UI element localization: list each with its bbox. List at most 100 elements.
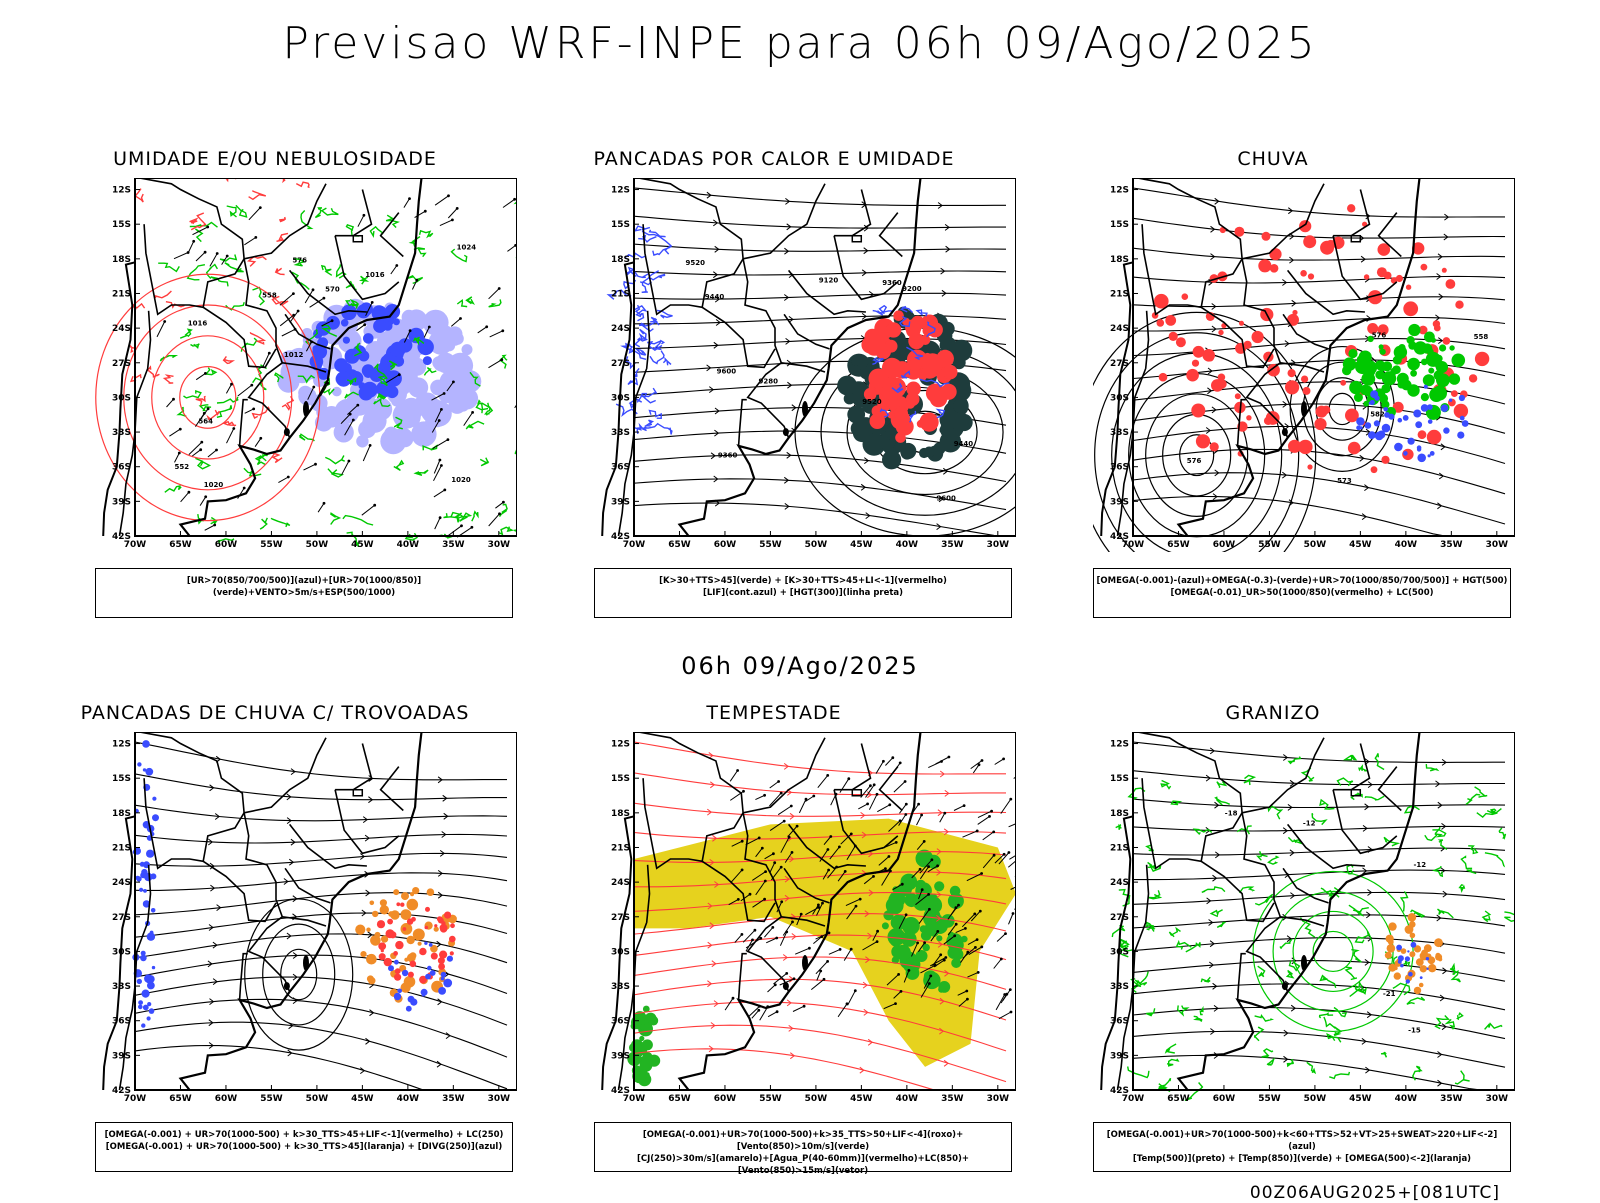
convection-orange (355, 887, 457, 1003)
border-line (1141, 778, 1243, 870)
lat-tick-label: 36S (1110, 1017, 1129, 1027)
border-line (334, 789, 400, 855)
omega-green (1342, 323, 1466, 420)
border-line (1137, 732, 1289, 993)
panel-title: UMIDADE E/OU NEBULOSIDADE (113, 148, 437, 170)
legend-line: [CJ(250)>30m/s](amarelo)+[Agua_P(40-60mm… (636, 1154, 970, 1176)
border-line (834, 743, 872, 791)
map-svg: 9600 9600 9520 9520 9440 9440 9360 9280 9200 9120… (601, 178, 1016, 550)
border-line (379, 212, 404, 258)
lat-tick-label: 39S (1110, 1051, 1129, 1061)
border-line (202, 306, 277, 369)
border-line (238, 398, 248, 446)
contour-label: 9440 (705, 293, 725, 301)
border-line (1377, 766, 1402, 812)
lon-tick-label: 65W (668, 540, 691, 550)
lc850-streamlines (633, 741, 1007, 1091)
lat-tick-label: 39S (611, 497, 630, 507)
border-line (1236, 398, 1246, 446)
lon-tick-label: 35W (1440, 1094, 1463, 1104)
lat-tick-label: 36S (611, 1017, 630, 1027)
lat-tick-label: 24S (112, 324, 131, 334)
lat-tick-label: 21S (112, 289, 131, 299)
run-timestamp: 00Z06AUG2025+[081UTC] (1249, 1183, 1500, 1203)
border-line (379, 766, 404, 812)
west-coastline (601, 815, 635, 1091)
lagoa-mirim (1281, 982, 1288, 991)
lagoa-mirim (283, 428, 290, 437)
lat-tick-label: 42S (112, 532, 131, 542)
lat-tick-label: 30S (1110, 947, 1129, 957)
panel-title: CHUVA (1237, 148, 1309, 170)
legend-line: [OMEGA(-0.001)+UR>70(1000-500)+k<60+TTS>… (1106, 1130, 1498, 1152)
lon-tick-label: 30W (987, 1094, 1010, 1104)
map-base (601, 732, 922, 1091)
forecast-time-label: 06h 09/Ago/2025 (681, 652, 919, 680)
panel-pancadas-calor: PANCADAS POR CALOR E UMIDADE 9600 9600 952… (554, 148, 1016, 628)
lat-tick-label: 33S (611, 428, 630, 438)
map-frame (633, 178, 1016, 537)
federal-district (352, 234, 364, 243)
lagoa-dos-patos (1300, 400, 1307, 417)
legend-granizo: [OMEGA(-0.001)+UR>70(1000-500)+k<60+TTS>… (1093, 1122, 1511, 1172)
contour-label: 570 (325, 286, 340, 294)
border-line (638, 732, 790, 993)
map-trovoadas: 12S 15S 18S 21S 24S 27S 30S 33S 36S 39S 42S 70W 65W 6… (95, 732, 517, 1106)
lon-tick-label: 40W (397, 540, 420, 550)
lat-tick-label: 33S (112, 428, 131, 438)
lat-tick-label: 15S (611, 220, 630, 230)
panel-trovoadas: PANCADAS DE CHUVA C/ TROVOADAS 12S 15S 18S… (55, 702, 517, 1182)
lat-tick-label: 27S (1110, 359, 1129, 369)
lc250-vortex (244, 898, 354, 1051)
east-coastline (178, 732, 423, 1091)
lat-tick-label: 36S (112, 1017, 131, 1027)
legend-line: [OMEGA(-0.001) + UR>70(1000-500) + k>30_… (104, 1130, 504, 1140)
lagoa-dos-patos (302, 954, 309, 971)
thickness-contours (95, 273, 321, 522)
lat-tick-label: 39S (112, 497, 131, 507)
lat-tick-label: 36S (1110, 463, 1129, 473)
legend-umidade: [UR>70(850/700/500)](azul)+[UR>70(1000/8… (95, 568, 513, 618)
convection-red (376, 902, 456, 984)
kindex-red (861, 310, 958, 443)
contour-label: -21 (1383, 990, 1396, 998)
lat-tick-label: 27S (611, 913, 630, 923)
lon-tick-label: 60W (714, 1094, 737, 1104)
lon-tick-label: 45W (1349, 1094, 1372, 1104)
federal-district (352, 788, 364, 797)
lat-tick-label: 36S (611, 463, 630, 473)
map-base (601, 178, 922, 537)
border-line (1286, 823, 1365, 870)
border-line (1282, 313, 1329, 350)
lat-tick-label: 24S (112, 878, 131, 888)
lon-tick-label: 65W (169, 540, 192, 550)
border-line (1286, 269, 1365, 316)
lat-tick-label: 39S (112, 1051, 131, 1061)
contour-label: 552 (175, 463, 190, 471)
border-line (787, 823, 866, 870)
legend-line: [LIF](cont.azul) + [HGT(300)](linha pret… (702, 588, 904, 598)
border-line (834, 189, 872, 237)
west-coastline (1100, 261, 1134, 537)
lon-tick-label: 65W (1167, 540, 1190, 550)
contour-label: 558 (1474, 333, 1489, 341)
lat-tick-label: 21S (1110, 843, 1129, 853)
contour-label: 1024 (457, 244, 477, 252)
lagoa-dos-patos (801, 400, 808, 417)
contour-label: 558 (262, 291, 277, 299)
contour-label: 1012 (284, 351, 304, 359)
contour-label: 9600 (936, 495, 956, 503)
lon-tick-label: 45W (351, 1094, 374, 1104)
border-line (1137, 178, 1289, 439)
lon-tick-label: 55W (1258, 1094, 1281, 1104)
border-line (642, 778, 744, 870)
lat-tick-label: 21S (611, 289, 630, 299)
border-line (787, 269, 866, 316)
border-line (139, 732, 291, 993)
wind850-green (881, 849, 968, 993)
border-line (1332, 235, 1398, 301)
